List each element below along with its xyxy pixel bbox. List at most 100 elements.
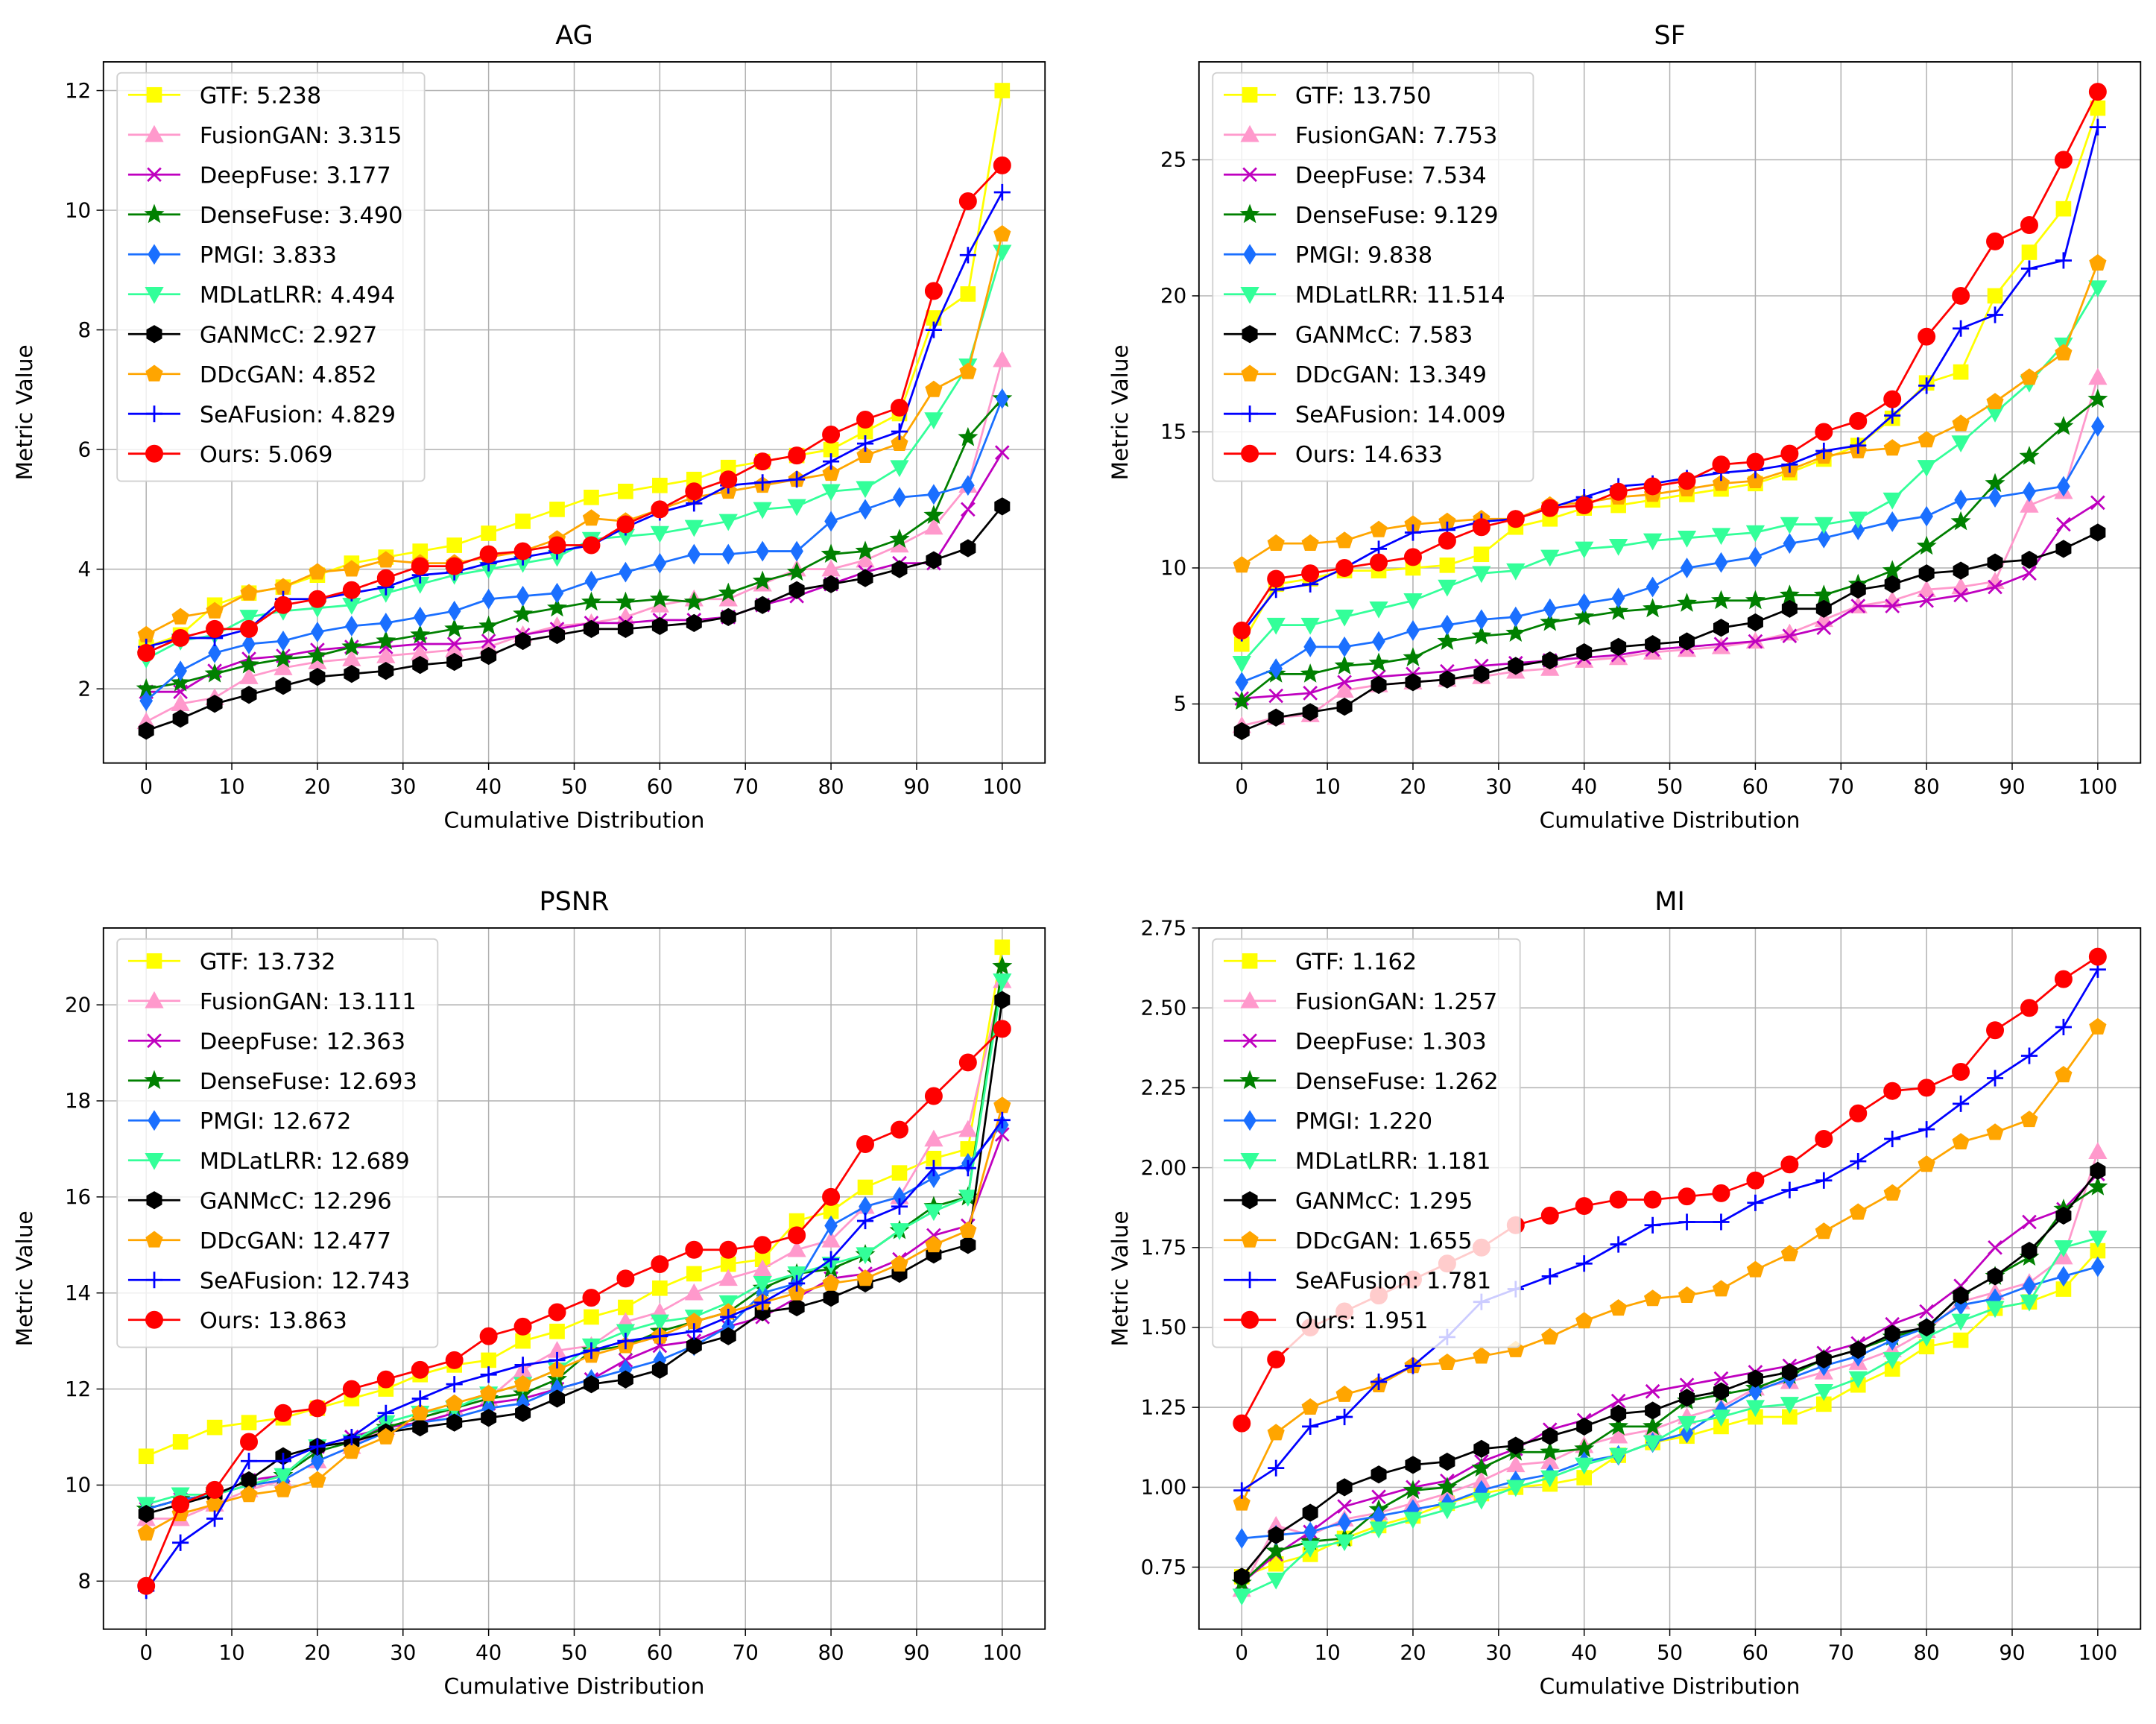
data-point-densefuse [1710,590,1731,610]
series-line-seafusion [1241,969,2099,1491]
data-point-pmgi [756,540,770,562]
data-point-ours [788,1226,806,1245]
data-point-ddcgan [1267,1424,1285,1441]
data-point-ddcgan [377,1427,395,1444]
data-point-ganmcc [1815,1350,1832,1368]
x-tick-label: 70 [733,1640,759,1664]
legend: GTF: 1.162 FusionGAN: 1.257 DeepFuse: 1.30… [1212,938,1521,1348]
data-point-ours [513,542,532,561]
legend-item-seafusion: SeAFusion: 4.829 [127,402,396,428]
data-point-ddcgan [513,1374,532,1392]
legend-marker-circle-icon [145,1310,163,1329]
legend-label: MDLatLRR: 1.181 [1295,1149,1491,1175]
legend-label: PMGI: 1.220 [1295,1108,1432,1134]
data-point-seafusion [1610,1236,1627,1253]
data-point-mdlatlrr [1403,593,1423,610]
data-point-ours [1233,1414,1251,1433]
data-point-ours [616,1269,635,1288]
data-point-mdlatlrr [1677,1415,1697,1433]
data-point-ours [1438,531,1456,550]
data-point-fusiongan [1711,637,1731,654]
data-point-gtf [1987,288,2003,304]
data-point-densefuse [1368,652,1389,672]
data-point-ddcgan [1233,1494,1251,1511]
data-point-ours [1370,553,1388,572]
data-point-deepfuse [1337,675,1352,690]
data-point-ddcgan [309,1471,326,1488]
data-point-mdlatlrr [890,1223,909,1240]
x-tick-label: 10 [1315,774,1341,798]
data-point-mdlatlrr [1232,1588,1251,1606]
x-tick-label: 70 [1828,1640,1854,1664]
data-point-seafusion [823,1251,840,1268]
data-point-seafusion [2089,119,2106,136]
data-point-seafusion [309,1438,326,1455]
legend-item-pmgi: PMGI: 3.833 [127,242,337,268]
axes-frame [1198,61,2142,764]
x-tick-label: 80 [818,1640,844,1664]
data-point-ddcgan [206,601,224,619]
series-pmgi [1235,416,2105,693]
legend: GTF: 13.750 FusionGAN: 7.753 DeepFuse: 7.5… [1212,72,1534,482]
legend-item-densefuse: DenseFuse: 9.129 [1224,203,1499,229]
data-point-ganmcc [1302,703,1318,722]
x-tick-label: 70 [733,774,759,798]
legend-item-mdlatlrr: MDLatLRR: 4.494 [127,282,395,309]
legend-marker-triangle-down-icon [1240,1152,1259,1170]
data-point-ganmcc [720,607,736,626]
x-tick-label: 40 [475,774,502,798]
data-point-ddcgan [1952,1133,1970,1150]
data-point-mdlatlrr [1403,1512,1423,1529]
data-point-mdlatlrr [1951,1313,1970,1331]
x-tick-label: 10 [1315,1640,1341,1664]
data-point-pmgi [1920,505,1933,527]
legend-item-densefuse: DenseFuse: 3.490 [127,203,403,229]
data-point-ours [171,1495,190,1514]
x-axis-label: Cumulative Distribution [1540,807,1801,833]
data-point-densefuse [1403,647,1423,666]
data-point-gtf [481,525,496,541]
legend-marker-x-icon [147,167,162,183]
data-point-ganmcc [378,661,394,681]
data-point-ours [308,1399,326,1418]
data-point-ganmcc [1713,1382,1729,1401]
x-tick-label: 100 [2078,1640,2117,1664]
data-point-ours [137,1576,156,1595]
data-point-gtf [446,537,463,553]
data-point-ganmcc [2090,523,2106,542]
legend-marker-triangle-up-icon [145,124,164,142]
data-point-ours [993,1020,1011,1038]
legend-item-seafusion: SeAFusion: 14.009 [1224,402,1505,428]
legend-marker-square-icon [146,953,162,969]
data-point-ganmcc [1233,722,1250,741]
data-point-ddcgan [343,1442,361,1459]
data-point-pmgi [311,1450,324,1472]
legend-box [116,72,426,482]
data-point-densefuse [513,603,534,623]
data-point-mdlatlrr [1848,1371,1868,1389]
y-tick-label: 2.50 [1141,995,1187,1020]
data-point-ours [924,282,943,300]
legend-item-gtf: GTF: 13.732 [127,949,335,975]
data-point-deepfuse [1713,637,1729,652]
data-point-ganmcc [1473,1439,1490,1459]
data-point-ganmcc [138,1504,154,1524]
data-point-deepfuse [1337,1499,1352,1514]
legend-label: Ours: 14.633 [1295,442,1443,468]
data-point-densefuse [1643,598,1663,618]
data-point-pmgi [1303,636,1317,657]
legend-marker-star-icon [1239,1070,1260,1090]
data-point-ddcgan [1712,1280,1730,1297]
data-point-ganmcc [788,1298,805,1317]
data-point-ddcgan [1267,534,1285,551]
data-point-gtf [172,1434,189,1450]
data-point-pmgi [584,570,598,592]
data-point-ours [924,1087,943,1105]
data-point-densefuse [410,624,431,644]
legend-item-ours: Ours: 1.951 [1224,1308,1429,1334]
legend-box [1212,72,1534,482]
data-point-fusiongan [856,550,875,568]
data-point-mdlatlrr [1745,525,1765,543]
data-point-densefuse [1574,606,1595,626]
data-point-mdlatlrr [1711,1409,1731,1427]
